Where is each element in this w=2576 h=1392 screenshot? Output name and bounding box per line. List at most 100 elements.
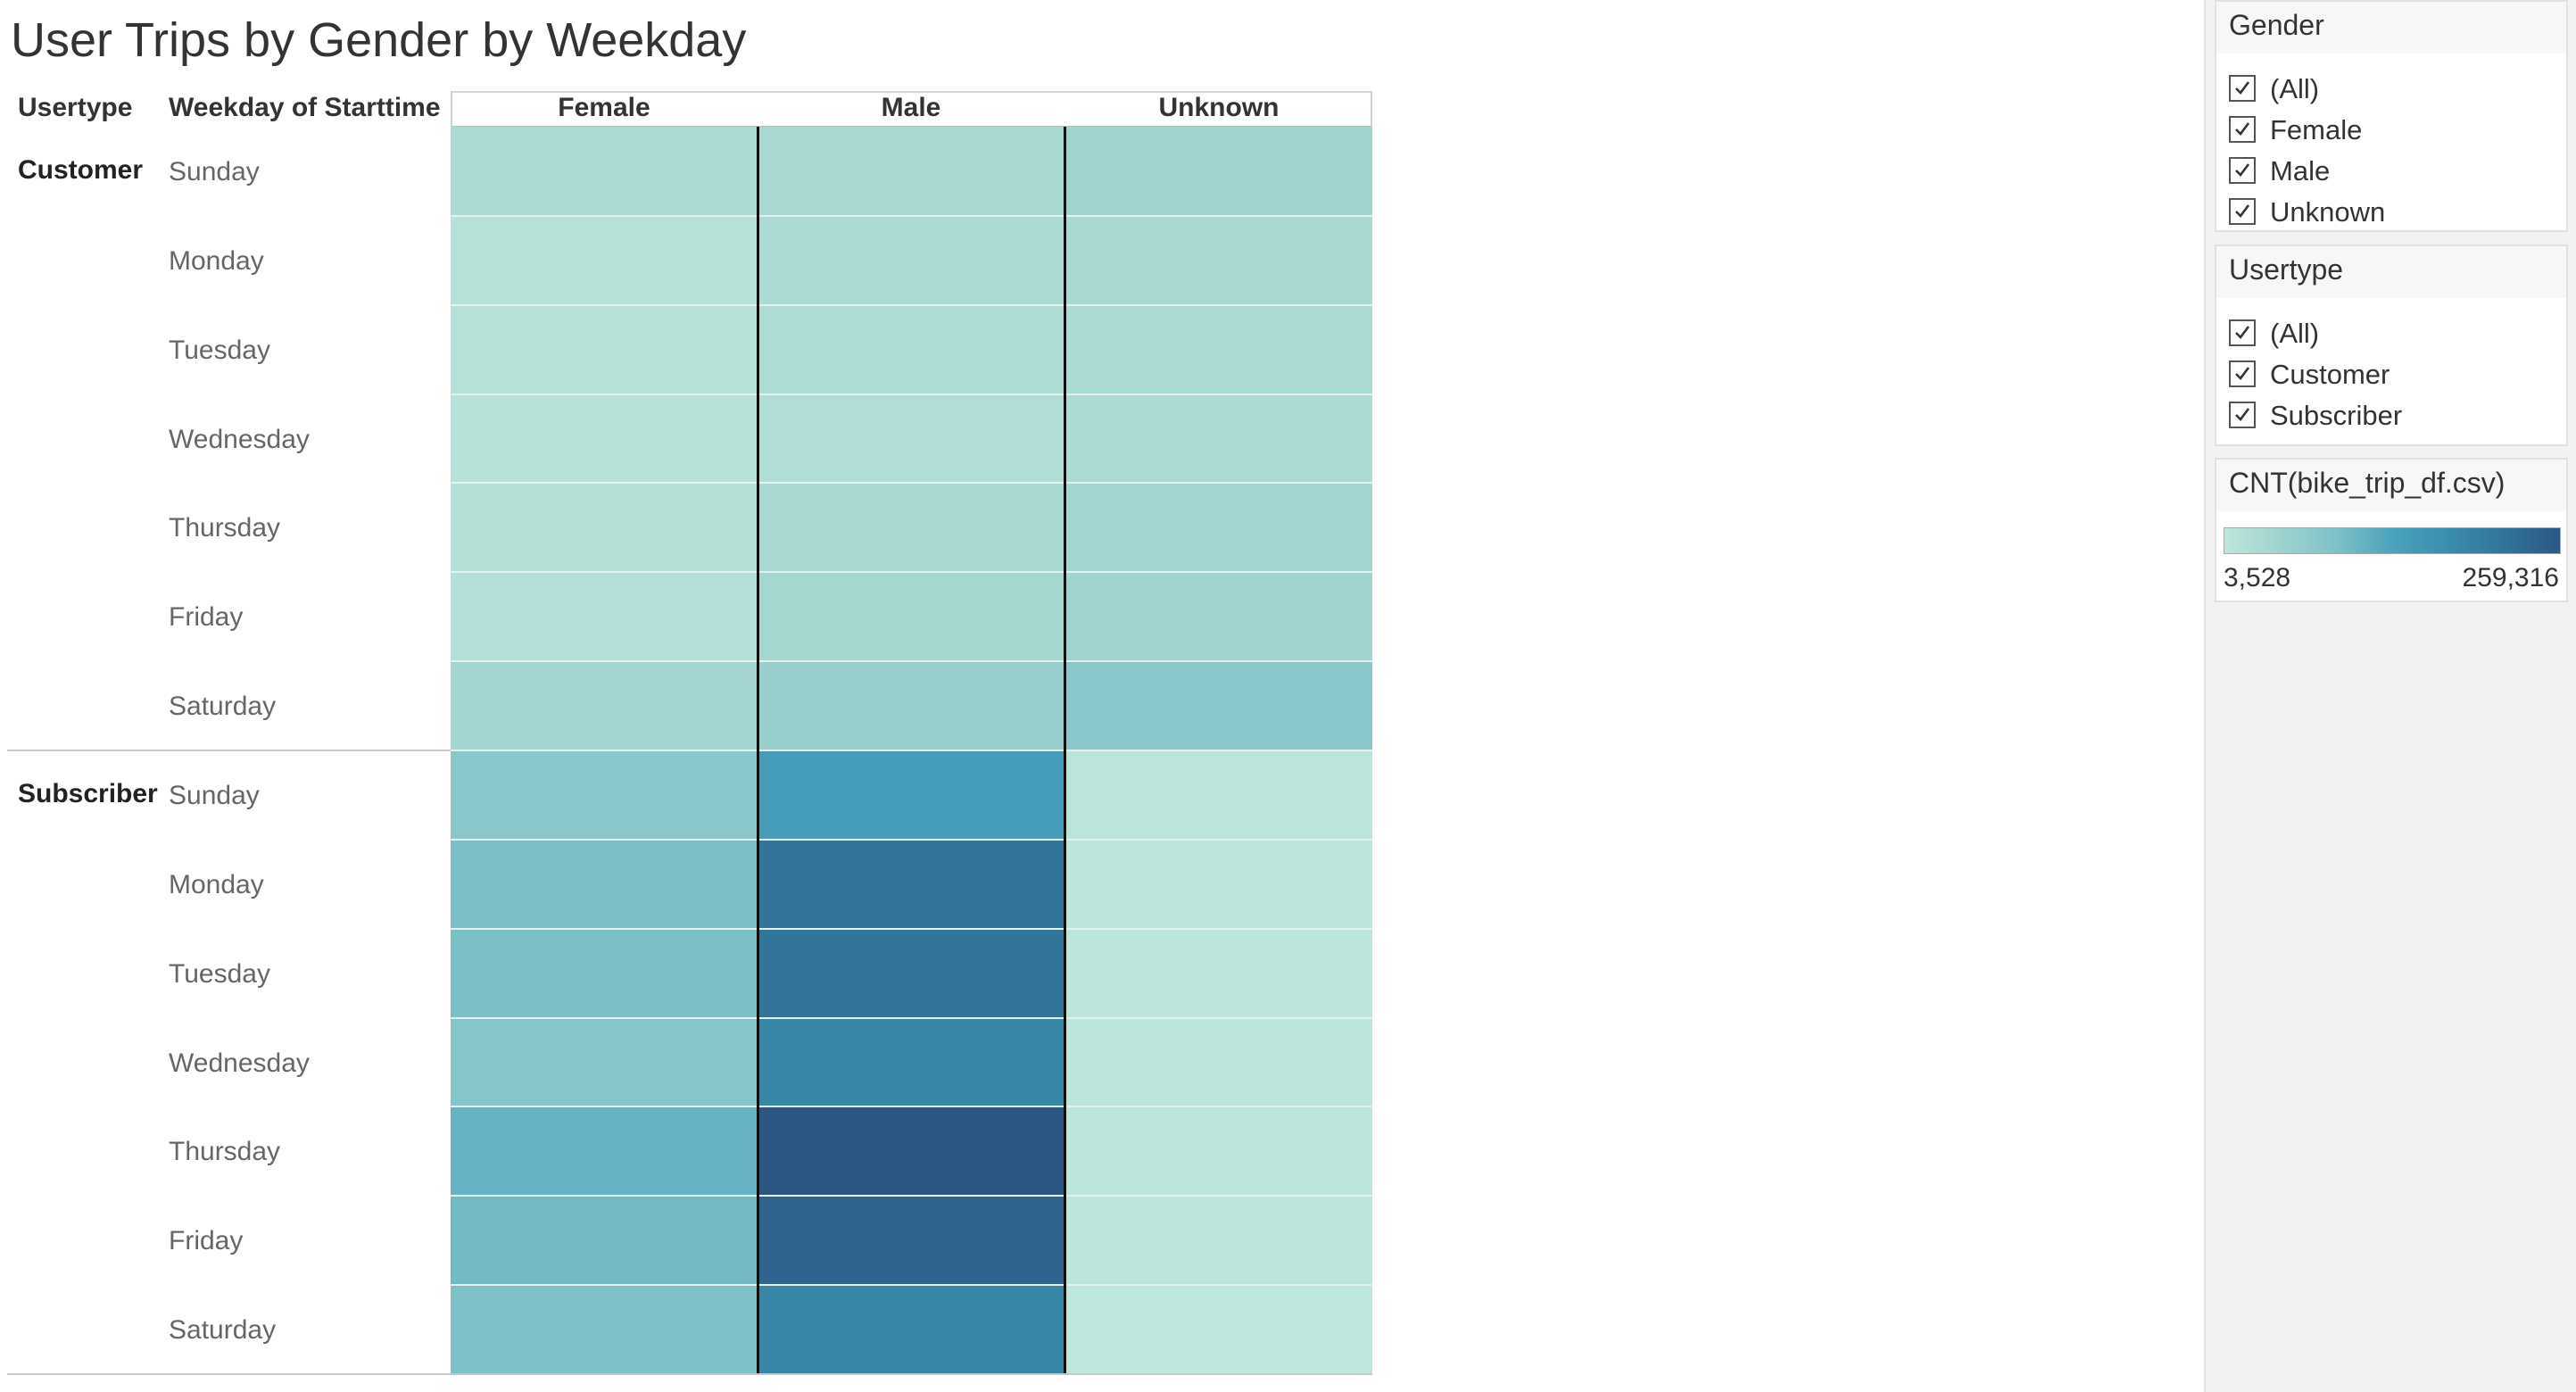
weekday-label[interactable]: Tuesday bbox=[169, 958, 270, 989]
weekday-label[interactable]: Friday bbox=[169, 1226, 244, 1256]
checkbox-label: Unknown bbox=[2270, 196, 2386, 228]
column-header-unknown[interactable]: Unknown bbox=[1158, 93, 1280, 122]
heatmap-cell[interactable] bbox=[451, 304, 758, 394]
heatmap-cell[interactable] bbox=[1064, 1106, 1372, 1197]
weekday-label[interactable]: Sunday bbox=[169, 157, 260, 186]
weekday-label[interactable]: Monday bbox=[169, 869, 264, 899]
heatmap-cell[interactable] bbox=[451, 1106, 758, 1197]
checkbox-label: Subscriber bbox=[2270, 400, 2403, 431]
heatmap-cell[interactable] bbox=[758, 394, 1064, 484]
row-separator bbox=[451, 1195, 1372, 1197]
checkbox-icon[interactable] bbox=[2229, 157, 2256, 184]
checkbox-icon[interactable] bbox=[2229, 75, 2256, 102]
heatmap-cell[interactable] bbox=[451, 661, 758, 750]
heatmap-cell[interactable] bbox=[758, 661, 1064, 750]
heatmap-cell[interactable] bbox=[758, 839, 1064, 929]
row-separator bbox=[451, 214, 1372, 217]
heatmap-cell[interactable] bbox=[758, 483, 1064, 573]
heatmap-cell[interactable] bbox=[758, 1017, 1064, 1107]
checkbox-label: Customer bbox=[2270, 359, 2390, 390]
heatmap-cell[interactable] bbox=[451, 1196, 758, 1286]
filter-title-background bbox=[2216, 246, 2566, 298]
heatmap-cell[interactable] bbox=[758, 304, 1064, 394]
weekday-label[interactable]: Thursday bbox=[169, 513, 281, 543]
heatmap-cell[interactable] bbox=[1064, 928, 1372, 1018]
filter-title-background bbox=[2216, 460, 2566, 511]
checkbox-icon[interactable] bbox=[2229, 360, 2256, 387]
heatmap-cell[interactable] bbox=[451, 483, 758, 573]
heatmap-cell[interactable] bbox=[758, 928, 1064, 1018]
heatmap-cell[interactable] bbox=[451, 127, 758, 216]
heatmap-cell[interactable] bbox=[1064, 304, 1372, 394]
row-header-weekday[interactable]: Weekday of Starttime bbox=[169, 93, 441, 122]
heatmap-cell[interactable] bbox=[451, 1285, 758, 1374]
row-separator bbox=[451, 303, 1372, 306]
header-top-border bbox=[451, 91, 1372, 93]
heatmap-cell[interactable] bbox=[1064, 839, 1372, 929]
usertype-label-subscriber[interactable]: Subscriber bbox=[18, 778, 158, 808]
row-separator bbox=[451, 571, 1372, 574]
heatmap-cell[interactable] bbox=[1064, 127, 1372, 216]
heatmap-cell[interactable] bbox=[758, 750, 1064, 840]
weekday-label[interactable]: Saturday bbox=[169, 1315, 277, 1346]
weekday-label[interactable]: Tuesday bbox=[169, 335, 270, 365]
weekday-label[interactable]: Friday bbox=[169, 602, 244, 633]
heatmap-cell[interactable] bbox=[758, 1285, 1064, 1374]
column-separator bbox=[757, 127, 759, 1374]
heatmap-cell[interactable] bbox=[758, 127, 1064, 216]
heatmap-cell[interactable] bbox=[451, 1017, 758, 1107]
color-legend-max: 259,316 bbox=[2462, 563, 2559, 592]
checkbox-label: (All) bbox=[2270, 73, 2320, 104]
heatmap-cell[interactable] bbox=[758, 1196, 1064, 1286]
heatmap-cell[interactable] bbox=[1064, 483, 1372, 573]
filter-panel bbox=[2204, 0, 2576, 1392]
color-legend-card: CNT(bike_trip_df.csv) 3,528 259,316 bbox=[2215, 458, 2568, 602]
weekday-label[interactable]: Wednesday bbox=[169, 424, 310, 454]
heatmap-cell[interactable] bbox=[451, 928, 758, 1018]
weekday-label[interactable]: Sunday bbox=[169, 780, 260, 810]
row-separator bbox=[451, 660, 1372, 663]
heatmap-cell[interactable] bbox=[758, 572, 1064, 662]
header-divider bbox=[451, 91, 452, 127]
row-header-usertype[interactable]: Usertype bbox=[18, 93, 133, 122]
heatmap-cell[interactable] bbox=[451, 839, 758, 929]
heatmap-matrix[interactable] bbox=[451, 127, 1372, 1374]
heatmap-cell[interactable] bbox=[1064, 394, 1372, 484]
checkbox-label: Male bbox=[2270, 155, 2331, 186]
heatmap-cell[interactable] bbox=[1064, 1285, 1372, 1374]
weekday-label[interactable]: Thursday bbox=[169, 1137, 281, 1167]
checkbox-icon[interactable] bbox=[2229, 116, 2256, 143]
color-legend-gradient[interactable] bbox=[2224, 527, 2561, 554]
weekday-label[interactable]: Monday bbox=[169, 245, 264, 276]
matrix-bottom-border bbox=[7, 1373, 1372, 1375]
heatmap-cell[interactable] bbox=[1064, 1196, 1372, 1286]
weekday-label[interactable]: Saturday bbox=[169, 692, 277, 722]
heatmap-cell[interactable] bbox=[451, 215, 758, 305]
heatmap-cell[interactable] bbox=[758, 215, 1064, 305]
heatmap-cell[interactable] bbox=[451, 572, 758, 662]
row-separator bbox=[451, 838, 1372, 841]
sheet-title: User Trips by Gender by Weekday bbox=[11, 13, 747, 67]
gender-filter-title: Gender bbox=[2229, 9, 2324, 41]
column-header-female[interactable]: Female bbox=[558, 93, 650, 122]
checkbox-icon[interactable] bbox=[2229, 319, 2256, 346]
heatmap-cell[interactable] bbox=[451, 750, 758, 840]
checkbox-icon[interactable] bbox=[2229, 402, 2256, 428]
color-legend-title: CNT(bike_trip_df.csv) bbox=[2229, 467, 2506, 499]
column-header-male[interactable]: Male bbox=[881, 93, 941, 122]
checkbox-icon[interactable] bbox=[2229, 198, 2256, 225]
heatmap-cell[interactable] bbox=[1064, 215, 1372, 305]
weekday-label[interactable]: Wednesday bbox=[169, 1048, 310, 1078]
heatmap-cell[interactable] bbox=[1064, 750, 1372, 840]
row-separator bbox=[451, 1284, 1372, 1287]
checkbox-label: (All) bbox=[2270, 318, 2320, 349]
color-legend-min: 3,528 bbox=[2224, 563, 2291, 592]
usertype-filter-card: Usertype (All) Customer Subscriber bbox=[2215, 244, 2568, 446]
heatmap-cell[interactable] bbox=[1064, 661, 1372, 750]
heatmap-cell[interactable] bbox=[451, 394, 758, 484]
heatmap-cell[interactable] bbox=[1064, 572, 1372, 662]
checkbox-label: Female bbox=[2270, 114, 2363, 145]
usertype-label-customer[interactable]: Customer bbox=[18, 155, 144, 185]
heatmap-cell[interactable] bbox=[1064, 1017, 1372, 1107]
heatmap-cell[interactable] bbox=[758, 1106, 1064, 1197]
